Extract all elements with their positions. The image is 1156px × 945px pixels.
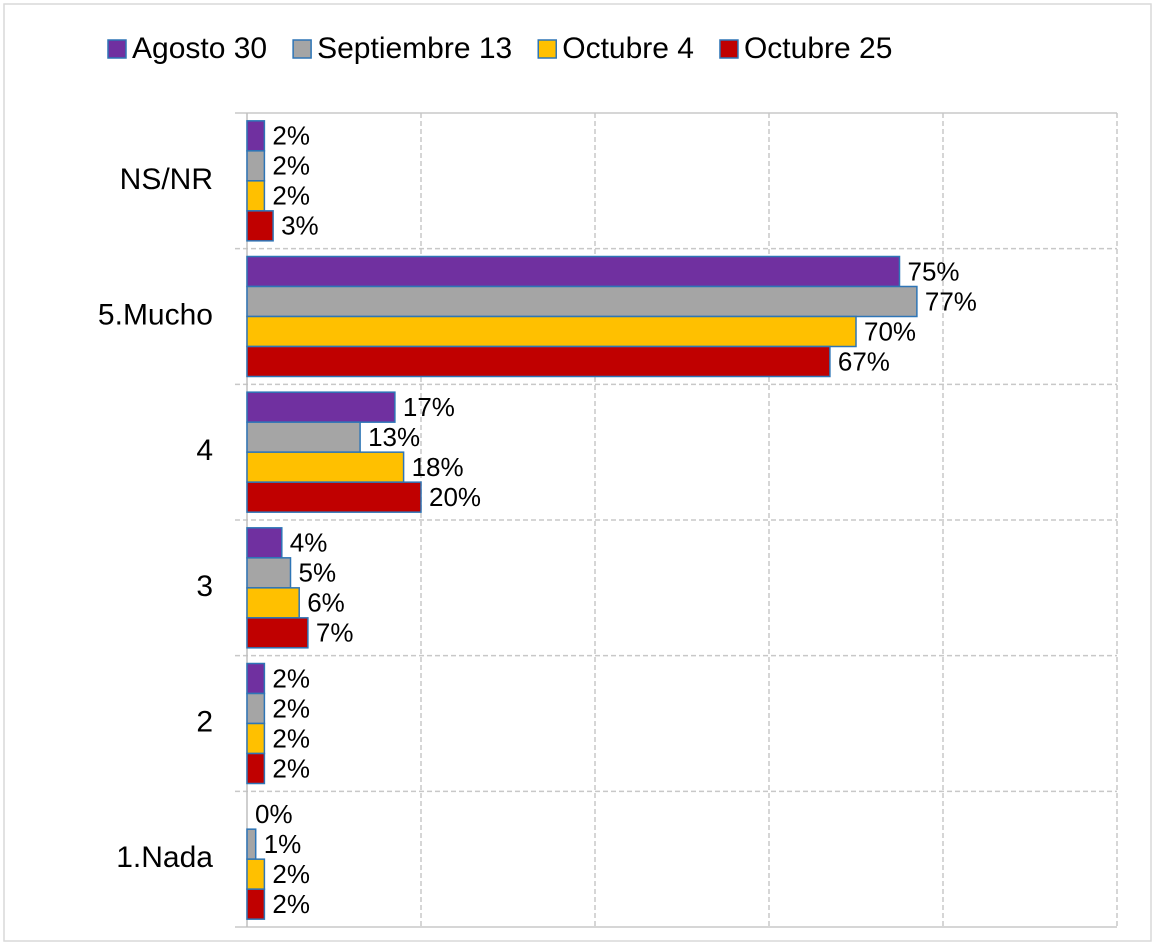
bar bbox=[246, 421, 361, 453]
bar bbox=[246, 722, 266, 755]
data-label: 5% bbox=[299, 558, 337, 588]
bar bbox=[246, 587, 300, 619]
data-label: 1% bbox=[264, 829, 302, 859]
data-label: 18% bbox=[412, 452, 464, 482]
data-label: 20% bbox=[429, 482, 481, 512]
legend-label: Octubre 25 bbox=[744, 32, 892, 65]
data-label: 2% bbox=[272, 151, 310, 181]
bar bbox=[246, 345, 831, 378]
data-label: 67% bbox=[838, 346, 890, 376]
bar bbox=[246, 662, 266, 695]
legend-label: Octubre 4 bbox=[562, 32, 694, 65]
data-label: 2% bbox=[272, 693, 310, 723]
legend-label: Septiembre 13 bbox=[317, 32, 512, 65]
legend-swatch bbox=[292, 39, 312, 59]
bar bbox=[246, 255, 901, 288]
legend-swatch bbox=[107, 39, 127, 59]
data-label: 75% bbox=[908, 256, 960, 286]
bar bbox=[246, 858, 266, 890]
bar bbox=[246, 120, 266, 152]
bar bbox=[246, 451, 405, 483]
bar bbox=[246, 481, 422, 513]
legend-label: Agosto 30 bbox=[132, 32, 267, 65]
y-tick-label: 4 bbox=[196, 434, 213, 467]
data-label: 2% bbox=[272, 889, 310, 919]
data-label: 2% bbox=[272, 181, 310, 211]
bar bbox=[246, 150, 266, 182]
y-tick-label: NS/NR bbox=[120, 163, 213, 196]
y-tick-label: 1.Nada bbox=[116, 841, 213, 874]
data-label: 2% bbox=[272, 723, 310, 753]
bar bbox=[246, 752, 266, 785]
bar bbox=[246, 285, 918, 318]
data-label: 2% bbox=[272, 663, 310, 693]
bar bbox=[246, 557, 292, 589]
bar bbox=[246, 828, 257, 860]
y-tick-label: 3 bbox=[196, 570, 213, 603]
bar bbox=[246, 888, 266, 920]
y-tick-label: 2 bbox=[196, 705, 213, 738]
legend-swatch bbox=[719, 39, 739, 59]
data-label: 0% bbox=[255, 799, 293, 829]
data-label: 2% bbox=[272, 753, 310, 783]
data-label: 13% bbox=[368, 422, 420, 452]
bar bbox=[246, 210, 274, 242]
data-label: 70% bbox=[864, 316, 916, 346]
data-label: 7% bbox=[316, 618, 354, 648]
bar bbox=[246, 391, 396, 423]
y-tick-label: 5.Mucho bbox=[98, 298, 213, 331]
bar bbox=[246, 527, 283, 559]
data-label: 4% bbox=[290, 528, 328, 558]
bar bbox=[246, 180, 266, 212]
chart-border bbox=[3, 3, 1152, 942]
legend-swatch bbox=[537, 39, 557, 59]
data-label: 2% bbox=[272, 121, 310, 151]
bar bbox=[246, 692, 266, 725]
data-label: 17% bbox=[403, 392, 455, 422]
data-label: 2% bbox=[272, 859, 310, 889]
data-label: 6% bbox=[307, 588, 345, 618]
bar bbox=[246, 617, 309, 649]
data-label: 77% bbox=[925, 286, 977, 316]
bar bbox=[246, 315, 857, 348]
data-label: 3% bbox=[281, 211, 319, 241]
